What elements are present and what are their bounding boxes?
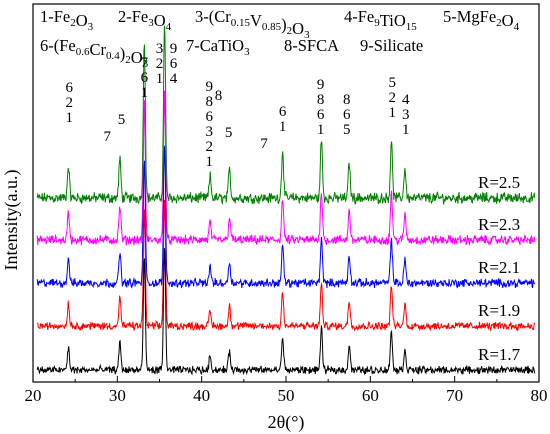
- peak-label: 1: [389, 105, 397, 121]
- peak-label: 2: [66, 95, 74, 111]
- peak-label: 8: [215, 88, 223, 104]
- series-layer: R=2.5 R=2.3 R=2.1 R=1.9 R=1.7: [36, 25, 536, 376]
- peak-label: 6: [343, 107, 351, 123]
- peak-label: 1: [66, 110, 74, 126]
- peak-label: 2: [156, 56, 164, 72]
- peak-label: 6: [170, 56, 178, 72]
- peak-label: 3: [206, 124, 214, 140]
- series-label: R=1.7: [478, 345, 521, 364]
- peak-label: 6: [279, 104, 287, 120]
- x-axis-title: 2θ(°): [268, 412, 305, 433]
- peak-label: 5: [389, 75, 397, 91]
- legend-entry: 7-CaTiO3: [186, 36, 250, 58]
- peak-label: 6: [206, 109, 214, 125]
- peak-label: 3: [402, 107, 410, 123]
- peak-label: 8: [317, 92, 325, 108]
- peak-label: 4: [402, 92, 410, 108]
- peak-label: 2: [389, 90, 397, 106]
- peak-label: 1: [141, 85, 149, 101]
- legend-entry: 2-Fe3O4: [118, 7, 172, 33]
- x-tick-label: 20: [25, 386, 42, 405]
- series-label: R=2.1: [478, 258, 520, 277]
- x-tick-label: 30: [109, 386, 126, 405]
- peak-label: 9: [170, 41, 178, 57]
- series-label: R=2.5: [478, 173, 520, 192]
- peak-label: 1: [279, 119, 287, 135]
- peak-label: 5: [118, 112, 126, 128]
- peak-label: 9: [317, 77, 325, 93]
- peak-label: 9: [206, 79, 214, 95]
- x-tick-label: 50: [278, 386, 295, 405]
- x-axis: 20 30 40 50 60 70 80: [25, 376, 548, 405]
- peak-label: 2: [206, 139, 214, 155]
- peak-label: 5: [225, 125, 233, 141]
- legend-entry: 9-Silicate: [360, 36, 423, 55]
- legend-entry: 4-Fe9TiO15: [344, 7, 417, 33]
- peak-label: 5: [343, 122, 351, 138]
- series-label: R=1.9: [478, 301, 520, 320]
- legend-entry: 6-(Fe0.6Cr0.4)2O3: [40, 36, 149, 70]
- legend-entry: 3-(Cr0.15V0.85)2O3: [195, 7, 310, 41]
- series-line: [36, 90, 536, 247]
- legend-entry: 1-Fe2O3: [40, 7, 94, 33]
- peak-label: 1: [156, 71, 164, 87]
- series-line: [36, 248, 536, 376]
- series-line: [36, 25, 536, 206]
- x-tick-label: 60: [362, 386, 379, 405]
- peak-label: 6: [66, 80, 74, 96]
- peak-label: 6: [141, 70, 149, 86]
- phase-legend: 1-Fe2O3 2-Fe3O4 3-(Cr0.15V0.85)2O3 4-Fe9TiO…: [40, 7, 520, 70]
- peak-label: 8: [343, 92, 351, 108]
- x-tick-label: 80: [531, 386, 548, 405]
- x-tick-label: 70: [446, 386, 463, 405]
- series-line: [36, 145, 536, 289]
- peak-label: 4: [170, 71, 178, 87]
- legend-entry: 8-SFCA: [284, 36, 339, 55]
- legend-entry: 5-MgFe2O4: [443, 7, 520, 33]
- peak-label: 7: [141, 55, 149, 71]
- peak-label: 7: [260, 136, 268, 152]
- peak-label: 1: [206, 154, 214, 170]
- peak-label: 1: [402, 122, 410, 138]
- peak-label: 6: [317, 107, 325, 123]
- y-axis-title: Intensity(a.u.): [1, 170, 22, 271]
- peak-label: 8: [206, 94, 214, 110]
- series-line: [36, 199, 536, 332]
- peak-label: 3: [156, 41, 164, 57]
- peak-label: 7: [103, 129, 111, 145]
- series-label: R=2.3: [478, 215, 520, 234]
- peak-label: 1: [317, 122, 325, 138]
- x-tick-label: 40: [193, 386, 210, 405]
